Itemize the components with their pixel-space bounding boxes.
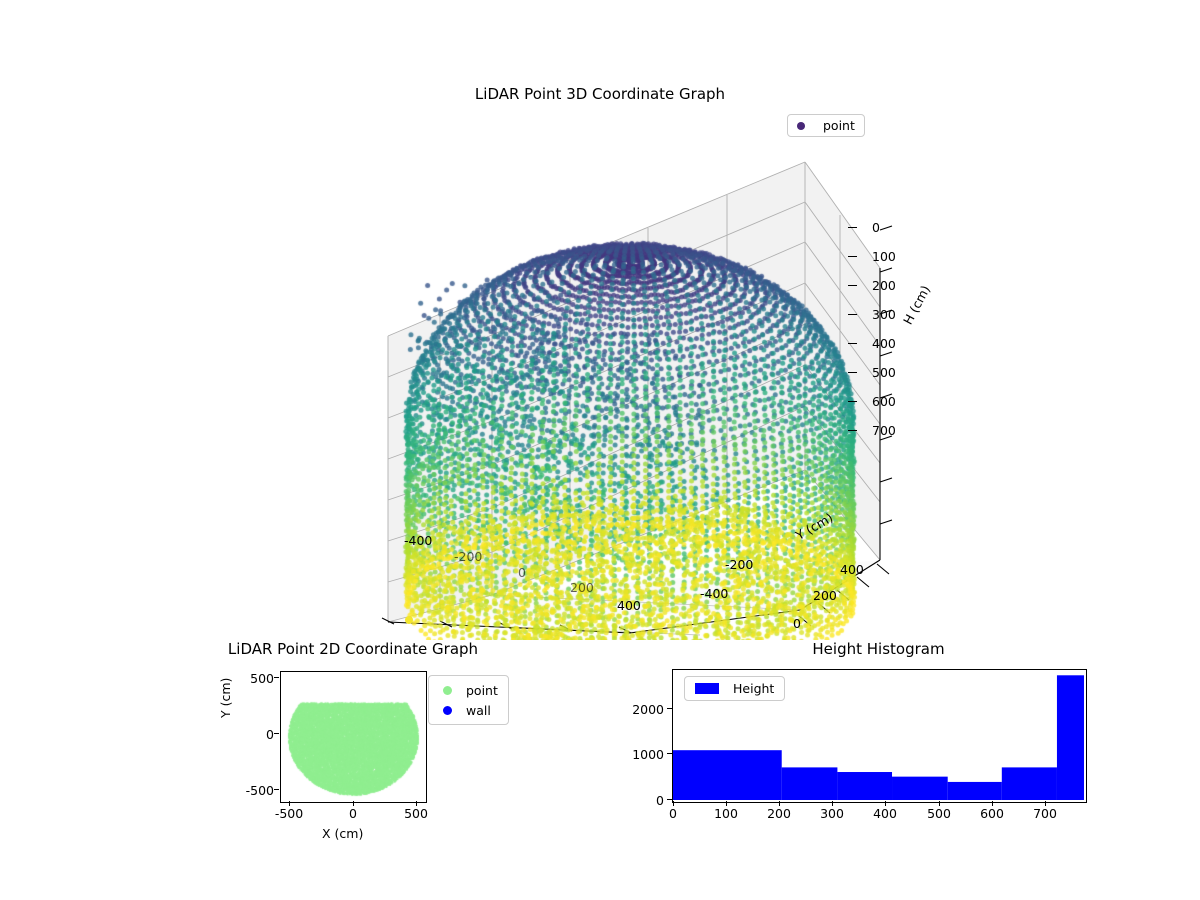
y-tick-label-neg200: -200 — [725, 557, 753, 572]
hist-xtickmark — [992, 801, 993, 806]
panel-hist-title: Height Histogram — [806, 640, 951, 658]
hist-xtickmark — [726, 801, 727, 806]
hist-ytick-2000: 2000 — [612, 702, 664, 717]
y2d-tickmark — [274, 733, 279, 734]
hist-ytick-1000: 1000 — [612, 747, 664, 762]
y2d-tick-500: 500 — [228, 671, 274, 686]
hist-xtick-200: 200 — [749, 806, 809, 821]
hist-ytickmark — [667, 799, 672, 800]
x2d-tick-0: 0 — [323, 806, 383, 821]
legend-3d-point-label: point — [823, 118, 855, 133]
panel-3d-title: LiDAR Point 3D Coordinate Graph — [400, 85, 800, 103]
hist-xtick-300: 300 — [802, 806, 862, 821]
hist-xtickmark — [673, 801, 674, 806]
histogram-bar — [837, 772, 892, 800]
legend-wall-swatch-icon — [443, 706, 452, 715]
histogram-bar — [673, 750, 782, 800]
hist-xtick-700: 700 — [1015, 806, 1075, 821]
hist-xtickmark — [779, 801, 780, 806]
legend-point-marker-icon — [797, 122, 805, 130]
matplotlib-figure: LiDAR Point 3D Coordinate Graph point — [0, 0, 1200, 900]
y-axis-ticks-3d-neg — [300, 140, 920, 640]
hist-xtick-0: 0 — [643, 806, 703, 821]
x2d-tick-500: 500 — [386, 806, 446, 821]
histogram-bar — [1002, 767, 1057, 800]
legend-2d-point-label: point — [466, 683, 498, 698]
legend-2d: point wall — [428, 675, 509, 725]
hist-xtick-400: 400 — [855, 806, 915, 821]
hist-xtickmark — [832, 801, 833, 806]
hist-xtickmark — [885, 801, 886, 806]
histogram-bar — [892, 777, 948, 800]
hist-xtickmark — [1045, 801, 1046, 806]
panel-2d-title: LiDAR Point 2D Coordinate Graph — [208, 640, 498, 658]
x-tick-label-200: 200 — [570, 580, 594, 595]
y2d-tick-0: 0 — [228, 727, 274, 742]
axes-2d — [280, 671, 427, 803]
x2d-tickmark — [416, 801, 417, 806]
legend-2d-row-wall: wall — [435, 700, 498, 720]
y-tick-label-neg400: -400 — [700, 586, 728, 601]
legend-2d-wall-label: wall — [466, 703, 491, 718]
x2d-tick-neg500: -500 — [259, 806, 319, 821]
x-tick-label-0: 0 — [518, 565, 526, 580]
x-tick-label-neg400: -400 — [404, 533, 432, 548]
legend-histogram: Height — [684, 676, 785, 701]
hist-ytickmark — [667, 753, 672, 754]
x-tick-label-400: 400 — [617, 598, 641, 613]
histogram-bar — [782, 767, 838, 800]
hist-xtickmark — [939, 801, 940, 806]
x-axis-label-2d: X (cm) — [322, 826, 363, 841]
axes-3d: 0 100 200 300 400 500 600 700 H (cm) 400… — [300, 140, 920, 640]
legend-2d-row-point: point — [435, 680, 498, 700]
x-tick-label-neg200: -200 — [454, 549, 482, 564]
y2d-tickmark — [274, 677, 279, 678]
legend-hist-label: Height — [733, 681, 774, 696]
outlier-point — [405, 616, 413, 624]
hist-xtick-500: 500 — [909, 806, 969, 821]
histogram-bar — [1057, 675, 1084, 800]
hist-xtick-100: 100 — [696, 806, 756, 821]
x2d-tickmark — [289, 801, 290, 806]
hist-xtick-600: 600 — [962, 806, 1022, 821]
y2d-tick-neg500: -500 — [228, 783, 274, 798]
legend-3d: point — [787, 114, 865, 137]
hist-ytickmark — [667, 708, 672, 709]
y-axis-label-2d: Y (cm) — [218, 678, 233, 718]
histogram-bar — [948, 782, 1002, 800]
legend-point-swatch-icon — [443, 686, 452, 695]
legend-height-swatch-icon — [695, 683, 719, 694]
y2d-tickmark — [274, 789, 279, 790]
x2d-tickmark — [353, 801, 354, 806]
